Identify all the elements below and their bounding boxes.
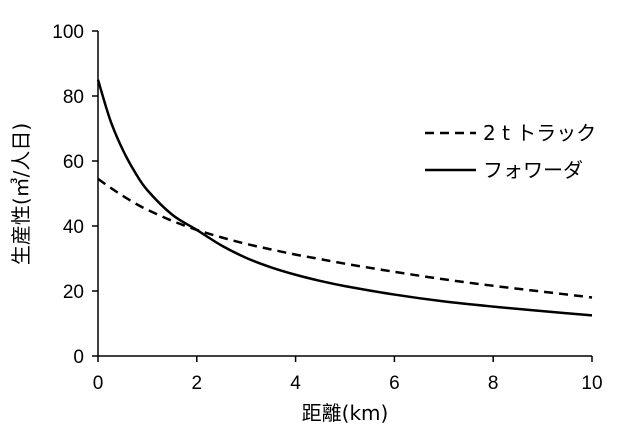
series-line-forwarder [96, 79, 593, 317]
y-tick-labels: 0 20 40 60 80 100 [52, 22, 84, 368]
series-lines [96, 79, 593, 317]
tick-marks [92, 30, 593, 362]
y-tick-label: 40 [63, 217, 84, 238]
x-tick-label: 4 [290, 373, 301, 394]
x-tick-label: 0 [93, 373, 104, 394]
y-tick-label: 60 [63, 152, 84, 173]
x-axis-label: 距離(km) [302, 401, 389, 425]
y-tick-label: 0 [73, 347, 84, 368]
x-tick-label: 10 [581, 373, 602, 394]
y-tick-label: 20 [63, 282, 84, 303]
y-tick-label: 80 [63, 87, 84, 108]
legend-label: 2 t トラック [483, 121, 596, 145]
y-axis-label: 生産性(㎥/人日) [9, 123, 33, 265]
legend-label: フォワーダ [483, 158, 583, 182]
series-line-2t-truck [97, 177, 593, 299]
x-tick-labels: 0 2 4 6 8 10 [93, 373, 603, 394]
axes [97, 31, 592, 357]
x-tick-label: 6 [389, 373, 400, 394]
x-tick-label: 2 [192, 373, 203, 394]
y-tick-label: 100 [52, 22, 84, 43]
x-tick-label: 8 [488, 373, 499, 394]
